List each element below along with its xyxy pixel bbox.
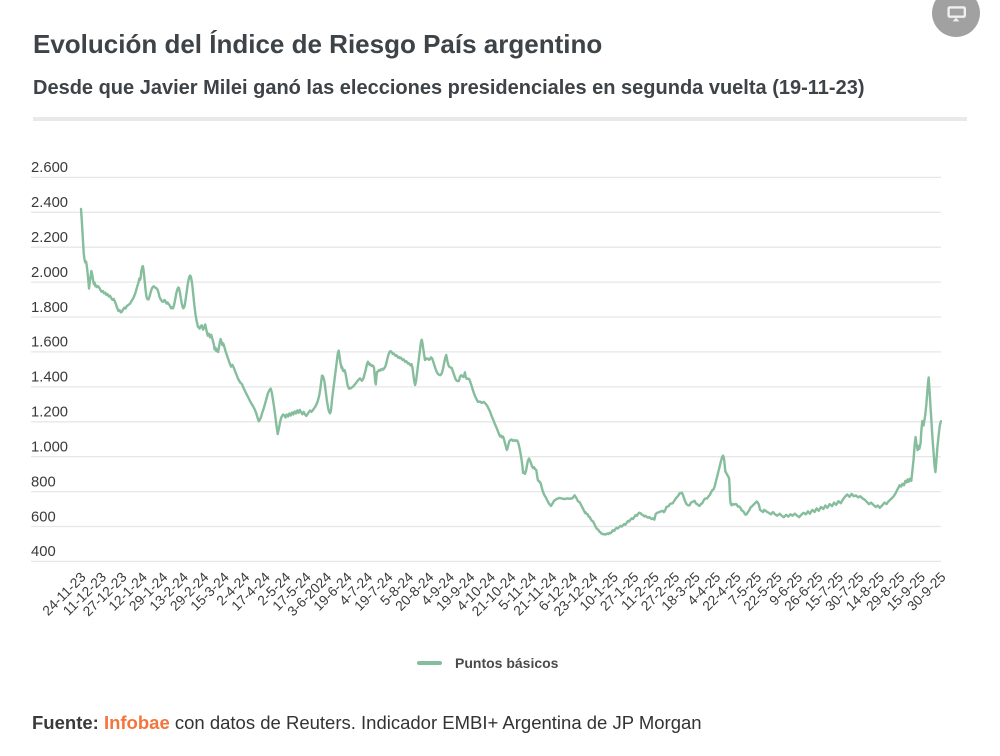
svg-text:1.400: 1.400 bbox=[31, 370, 68, 386]
svg-text:600: 600 bbox=[31, 509, 56, 525]
svg-text:1.200: 1.200 bbox=[31, 405, 68, 421]
svg-text:2.400: 2.400 bbox=[31, 195, 68, 211]
svg-text:800: 800 bbox=[31, 474, 56, 490]
svg-text:2.000: 2.000 bbox=[31, 265, 68, 281]
svg-text:1.600: 1.600 bbox=[31, 335, 68, 351]
svg-text:1.800: 1.800 bbox=[31, 300, 68, 316]
svg-text:400: 400 bbox=[31, 544, 56, 560]
svg-text:2.600: 2.600 bbox=[31, 160, 68, 176]
svg-text:2.200: 2.200 bbox=[31, 230, 68, 246]
svg-text:1.000: 1.000 bbox=[31, 440, 68, 456]
